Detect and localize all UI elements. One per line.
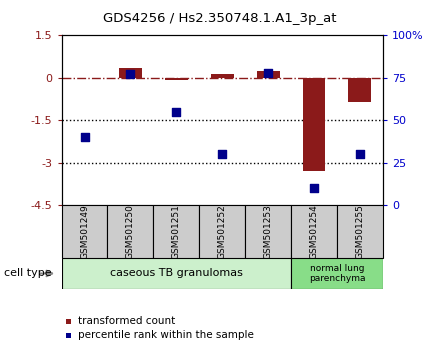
Bar <box>337 205 383 258</box>
Point <box>219 152 226 157</box>
Bar <box>62 205 107 258</box>
Text: normal lung
parenchyma: normal lung parenchyma <box>309 264 365 283</box>
Bar <box>66 333 71 338</box>
Point <box>173 109 180 115</box>
Bar <box>291 258 383 289</box>
Bar <box>119 68 142 78</box>
Text: cell type: cell type <box>4 268 52 279</box>
Bar <box>245 205 291 258</box>
Bar <box>211 74 234 78</box>
Point <box>356 152 363 157</box>
Text: transformed count: transformed count <box>78 316 175 326</box>
Bar <box>303 78 326 171</box>
Point <box>311 185 318 191</box>
Text: GDS4256 / Hs2.350748.1.A1_3p_at: GDS4256 / Hs2.350748.1.A1_3p_at <box>103 12 337 25</box>
Bar <box>73 78 96 79</box>
Text: GSM501252: GSM501252 <box>218 205 227 259</box>
Text: GSM501251: GSM501251 <box>172 204 181 259</box>
Bar <box>66 319 71 324</box>
Bar <box>291 205 337 258</box>
Bar <box>165 78 188 80</box>
Text: GSM501253: GSM501253 <box>264 204 273 259</box>
Text: GSM501249: GSM501249 <box>80 205 89 259</box>
Point <box>81 135 88 140</box>
Bar <box>199 205 245 258</box>
Bar <box>107 205 154 258</box>
Bar <box>62 258 291 289</box>
Bar <box>154 205 199 258</box>
Point <box>264 70 271 76</box>
Text: GSM501255: GSM501255 <box>356 204 364 259</box>
Text: GSM501254: GSM501254 <box>309 205 319 259</box>
Bar <box>257 71 279 78</box>
Text: GSM501250: GSM501250 <box>126 204 135 259</box>
Text: caseous TB granulomas: caseous TB granulomas <box>110 268 243 279</box>
Point <box>127 72 134 77</box>
Bar <box>348 78 371 102</box>
Text: percentile rank within the sample: percentile rank within the sample <box>78 330 254 341</box>
